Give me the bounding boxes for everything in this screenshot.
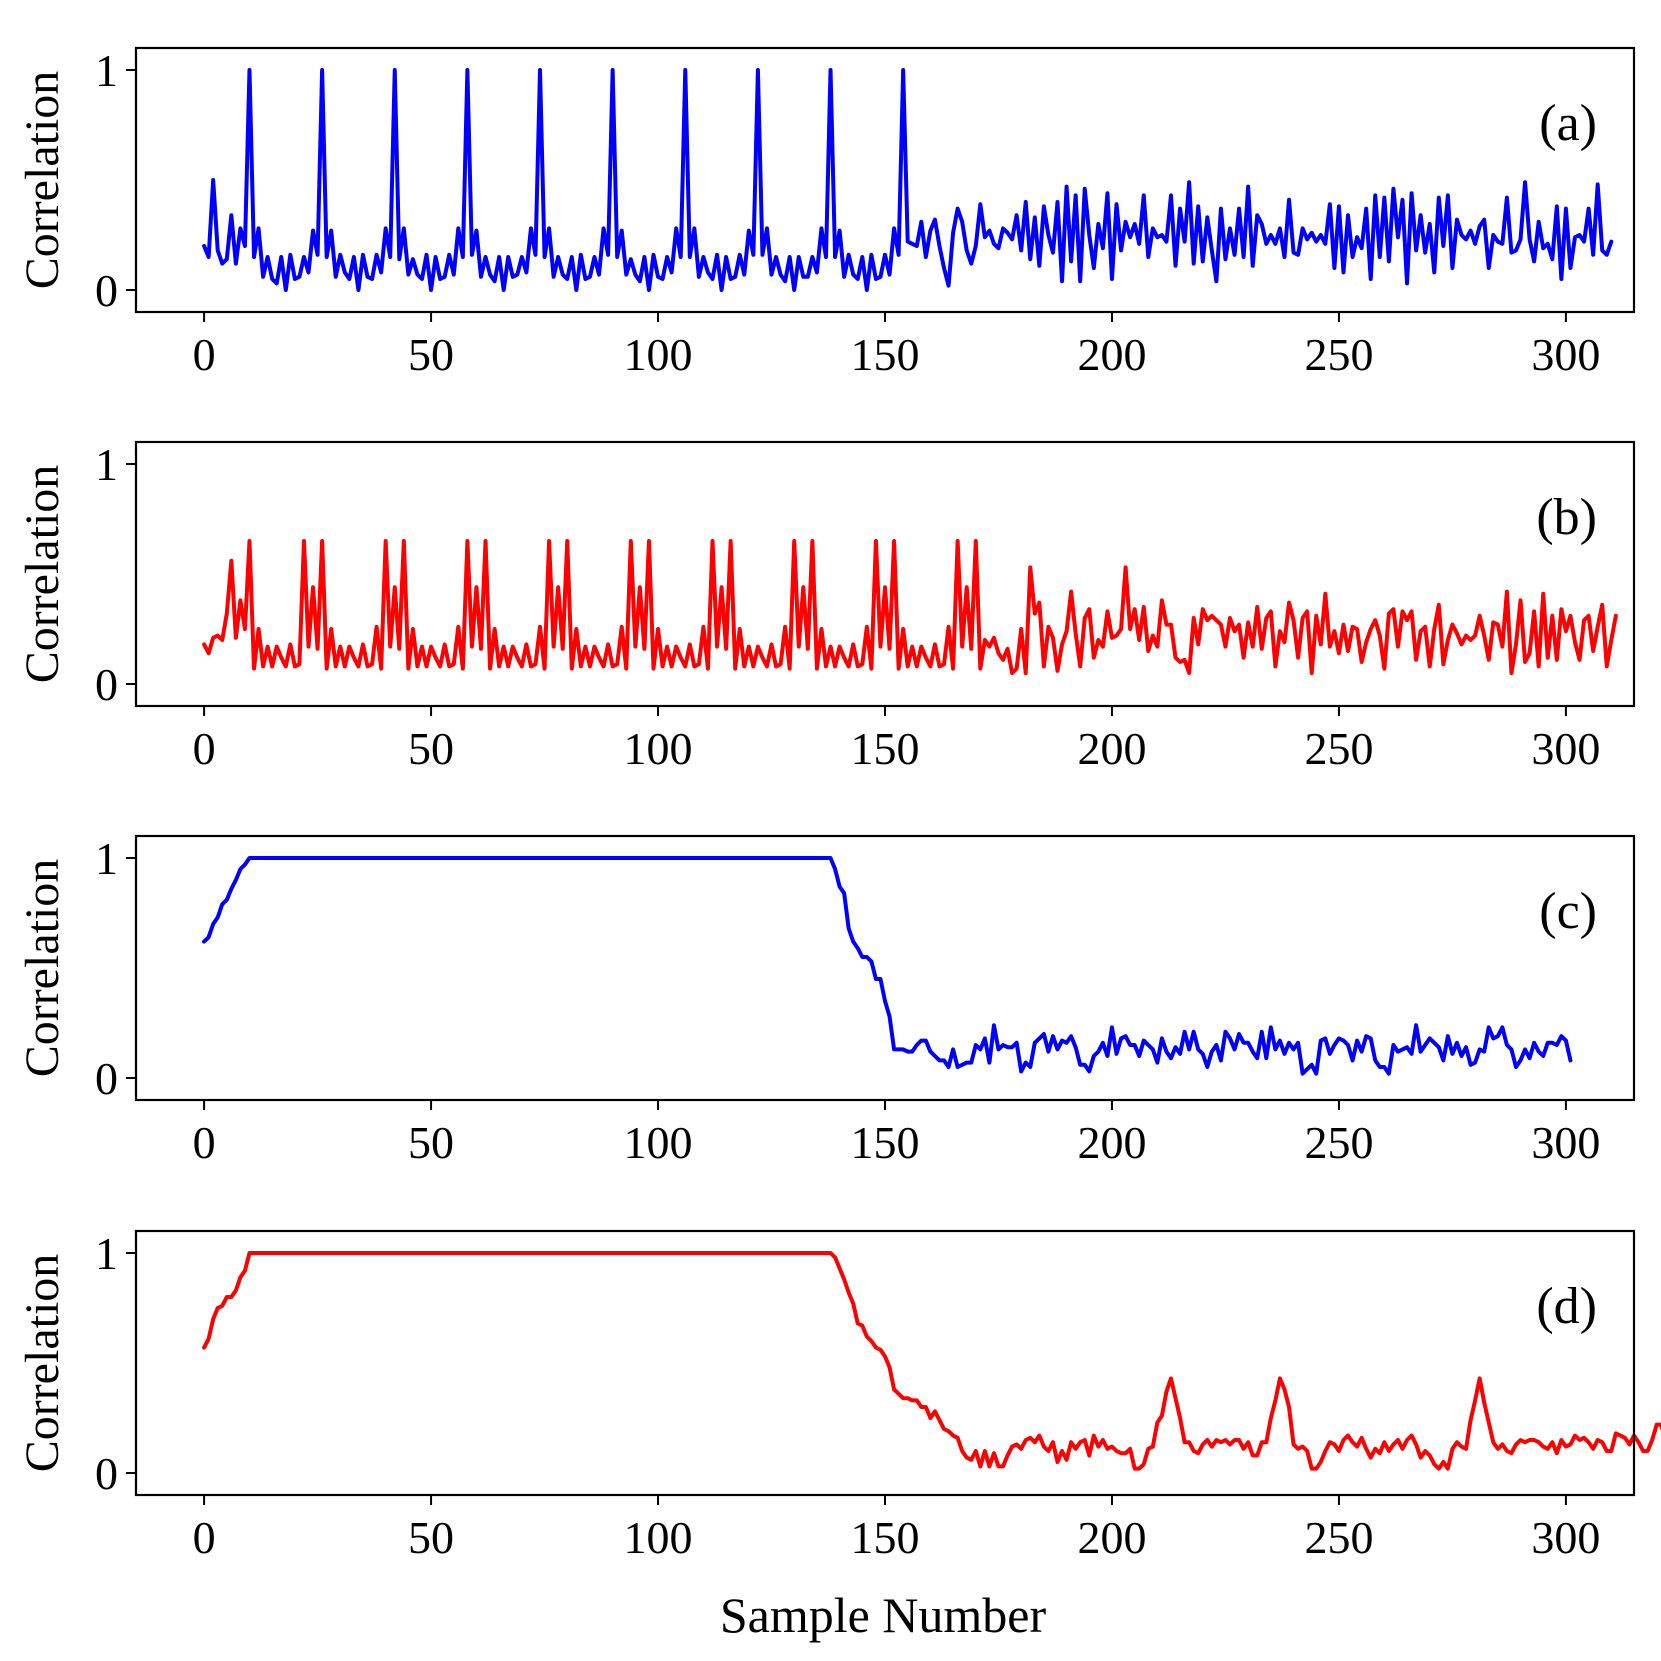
x-tick-label: 300 xyxy=(1531,329,1600,380)
y-axis-label: Correlation xyxy=(16,465,69,684)
panel-label: (d) xyxy=(1536,1278,1597,1335)
chart-panel-a: 0 50 100 150 200 250 300 0 1 Correlation (a) xyxy=(16,45,1636,380)
y-axis-label: Correlation xyxy=(16,71,69,290)
y-tick-label: 1 xyxy=(95,45,118,96)
x-tick-label: 200 xyxy=(1077,1512,1146,1563)
y-tick-label: 0 xyxy=(95,1053,118,1104)
x-tick-label: 50 xyxy=(408,329,454,380)
y-tick-label: 1 xyxy=(95,1228,118,1279)
chart-panel-b: 0 50 100 150 200 250 300 0 1 Correlation (b) xyxy=(16,439,1636,774)
series-line-d xyxy=(202,1251,1661,1471)
x-tick-label: 50 xyxy=(408,1117,454,1168)
chart-panel-c: 0 50 100 150 200 250 300 0 1 Correlation (c) xyxy=(16,833,1636,1168)
axes-frame xyxy=(134,440,1636,708)
x-tick-label: 300 xyxy=(1531,1117,1600,1168)
x-tick-label: 100 xyxy=(624,1117,693,1168)
x-tick-label: 200 xyxy=(1077,329,1146,380)
x-tick-label: 0 xyxy=(193,723,216,774)
x-tick-label: 300 xyxy=(1531,723,1600,774)
panel-label: (b) xyxy=(1536,489,1597,546)
series-line-c xyxy=(202,856,1573,1076)
x-tick-label: 100 xyxy=(624,723,693,774)
y-tick-label: 0 xyxy=(95,659,118,710)
x-tick-label: 50 xyxy=(408,1512,454,1563)
x-tick-label: 250 xyxy=(1304,1117,1373,1168)
x-tick-label: 150 xyxy=(851,723,920,774)
panel-label: (c) xyxy=(1539,883,1597,940)
y-axis-label: Correlation xyxy=(16,1254,69,1473)
y-tick-label: 0 xyxy=(95,1448,118,1499)
x-tick-label: 0 xyxy=(193,1117,216,1168)
x-tick-label: 250 xyxy=(1304,1512,1373,1563)
x-tick-label: 200 xyxy=(1077,1117,1146,1168)
x-axis-label: Sample Number xyxy=(720,1587,1047,1643)
y-tick-label: 1 xyxy=(95,833,118,884)
series-line-b xyxy=(202,539,1618,675)
chart-panel-d: 0 50 100 150 200 250 300 0 1 Correlation (d) xyxy=(16,1228,1661,1563)
x-tick-label: 200 xyxy=(1077,723,1146,774)
axes-frame xyxy=(134,1229,1636,1497)
x-tick-label: 100 xyxy=(624,1512,693,1563)
x-tick-label: 250 xyxy=(1304,723,1373,774)
x-tick-label: 250 xyxy=(1304,329,1373,380)
x-tick-label: 300 xyxy=(1531,1512,1600,1563)
x-tick-label: 150 xyxy=(851,329,920,380)
x-tick-label: 0 xyxy=(193,329,216,380)
x-tick-label: 100 xyxy=(624,329,693,380)
y-tick-label: 0 xyxy=(95,265,118,316)
x-tick-label: 150 xyxy=(851,1512,920,1563)
axes-frame xyxy=(134,834,1636,1102)
x-tick-label: 150 xyxy=(851,1117,920,1168)
panel-label: (a) xyxy=(1539,95,1597,152)
y-tick-label: 1 xyxy=(95,439,118,490)
x-tick-label: 0 xyxy=(193,1512,216,1563)
series-line-a xyxy=(202,68,1614,292)
y-axis-label: Correlation xyxy=(16,859,69,1078)
x-tick-label: 50 xyxy=(408,723,454,774)
